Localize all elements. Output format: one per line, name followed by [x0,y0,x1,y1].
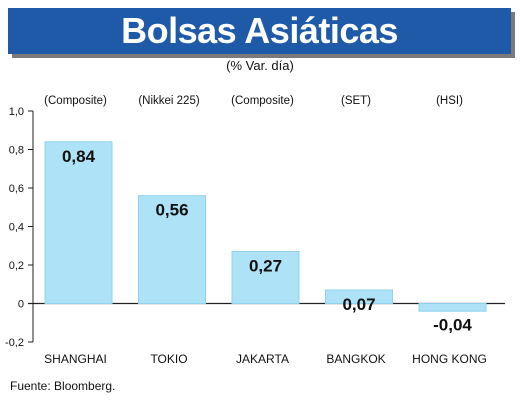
chart-subtitle: (% Var. día) [226,58,294,73]
y-tick-label: 0 [18,299,24,311]
data-label: 0,84 [62,147,96,166]
bar-tokio [138,195,206,304]
y-tick-label: 0,4 [9,222,24,234]
data-label: 0,56 [155,201,188,220]
y-tick-label: 1,0 [9,106,24,118]
index-label: (HSI) [436,95,463,107]
y-tick-label: -0,2 [5,337,24,349]
index-label: (SET) [341,95,371,107]
data-label: 0,27 [249,257,282,276]
bar-jakarta [231,251,300,304]
bar-bangkok [325,289,393,304]
y-tick-label: 0,2 [9,260,24,272]
y-tick-label: 0,8 [9,145,24,157]
title-banner: Bolsas Asiáticas [8,8,511,54]
x-tick-label: TOKIO [150,352,187,366]
bar-hong-kong [418,303,487,312]
source-note: Fuente: Bloomberg. [10,379,116,393]
data-label: -0,04 [433,316,472,335]
data-label: 0,07 [342,295,375,314]
index-label: (Composite) [44,95,107,107]
x-tick-label: BANGKOK [326,352,385,366]
x-tick-label: JAKARTA [236,352,289,366]
chart-title: Bolsas Asiáticas [121,10,398,51]
y-tick-label: 0,6 [9,183,24,195]
x-tick-label: SHANGHAI [44,352,107,366]
index-label: (Nikkei 225) [138,95,200,107]
x-tick-label: HONG KONG [412,352,487,366]
bar-shanghai [44,141,113,304]
index-label: (Composite) [231,95,294,107]
